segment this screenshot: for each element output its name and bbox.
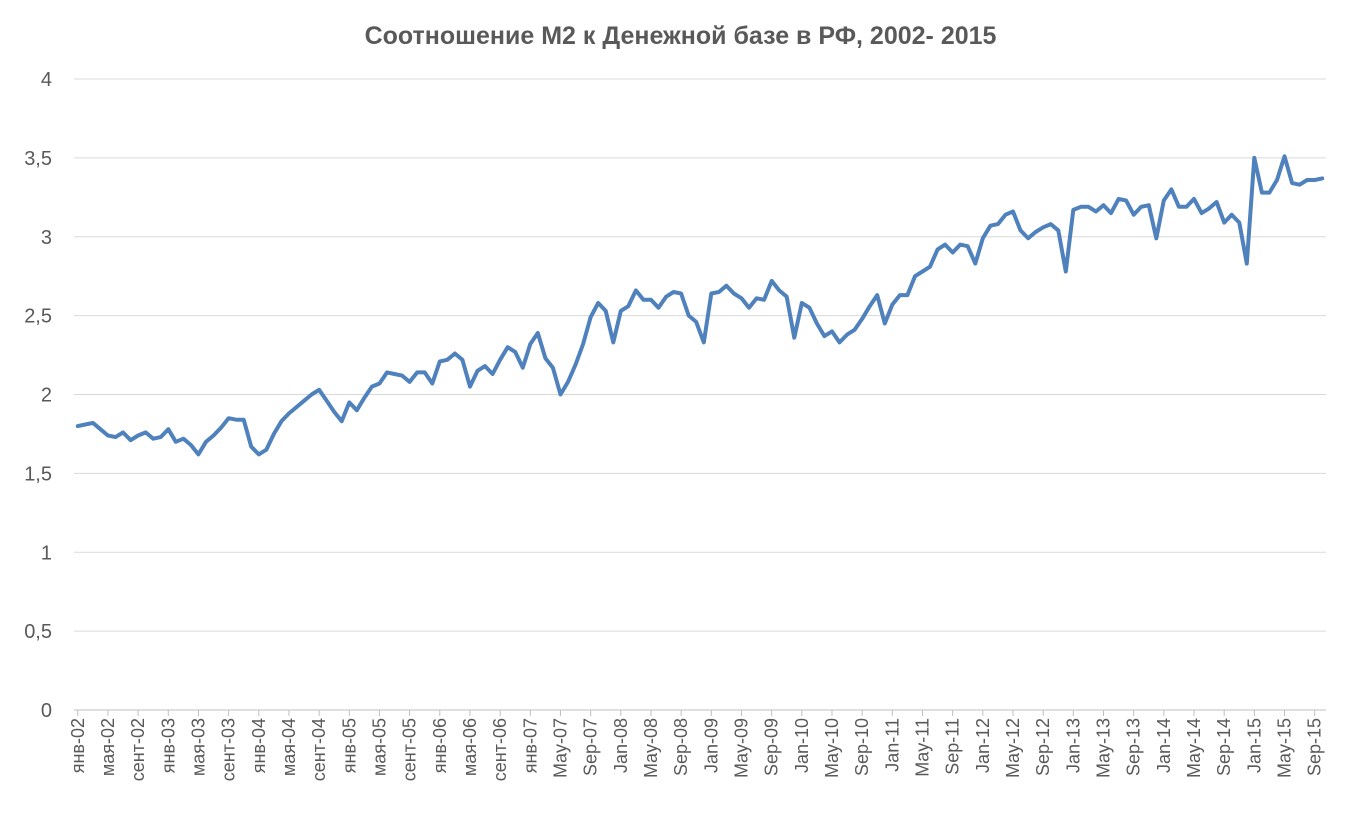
x-tick-label: Sep-07 xyxy=(581,718,601,776)
x-tick-label: Jan-08 xyxy=(611,718,631,773)
x-tick-label: May-07 xyxy=(550,718,570,778)
x-tick-label: мая-06 xyxy=(460,718,480,776)
x-tick-label: мая-05 xyxy=(369,718,389,776)
x-tick-label: Sep-10 xyxy=(852,718,872,776)
x-tick-label: мая-04 xyxy=(279,718,299,776)
x-tick-label: Sep-08 xyxy=(671,718,691,776)
x-tick-label: янв-04 xyxy=(249,718,269,773)
x-tick-label: Sep-14 xyxy=(1214,718,1234,776)
x-tick-label: янв-02 xyxy=(68,718,88,773)
x-tick-label: May-15 xyxy=(1275,718,1295,778)
y-tick-label: 2,5 xyxy=(24,306,52,328)
x-tick-label: May-10 xyxy=(822,718,842,778)
x-tick-label: May-13 xyxy=(1094,718,1114,778)
x-tick-label: Sep-12 xyxy=(1033,718,1053,776)
x-tick-label: Jan-13 xyxy=(1063,718,1083,773)
x-tick-label: May-09 xyxy=(731,718,751,778)
series-line xyxy=(75,154,1325,457)
x-tick-label: мая-03 xyxy=(188,718,208,776)
x-tick-label: сент-05 xyxy=(400,718,420,781)
x-tick-label: May-08 xyxy=(641,718,661,778)
x-tick-label: янв-06 xyxy=(430,718,450,773)
y-tick-label: 3,5 xyxy=(24,148,52,170)
y-tick-label: 1 xyxy=(41,542,52,564)
y-tick-label: 3 xyxy=(41,227,52,249)
x-tick-label: янв-03 xyxy=(158,718,178,773)
x-tick-label: Jan-12 xyxy=(973,718,993,773)
x-tick-label: сент-06 xyxy=(490,718,510,781)
x-tick-label: сент-03 xyxy=(219,718,239,781)
x-tick-label: Sep-13 xyxy=(1124,718,1144,776)
x-tick-label: Sep-11 xyxy=(943,718,963,775)
x-tick-label: янв-05 xyxy=(339,718,359,773)
x-tick-label: Jan-14 xyxy=(1154,718,1174,773)
x-tick-label: мая-02 xyxy=(98,718,118,776)
x-tick-label: May-14 xyxy=(1184,718,1204,778)
y-tick-label: 1,5 xyxy=(24,463,52,485)
x-tick-label: янв-07 xyxy=(520,718,540,773)
x-tick-label: Sep-15 xyxy=(1305,718,1325,776)
x-tick-label: Jan-10 xyxy=(792,718,812,773)
y-tick-label: 2 xyxy=(41,385,52,407)
y-tick-label: 0,5 xyxy=(24,621,52,643)
x-tick-label: сент-04 xyxy=(309,718,329,781)
x-tick-label: сент-02 xyxy=(128,718,148,781)
x-tick-label: Sep-09 xyxy=(762,718,782,776)
x-tick-label: May-11 xyxy=(912,718,932,777)
x-tick-label: May-12 xyxy=(1003,718,1023,778)
y-tick-label: 4 xyxy=(41,69,52,91)
x-tick-label: Jan-15 xyxy=(1244,718,1264,773)
x-tick-label: Jan-09 xyxy=(701,718,721,773)
x-tick-label: Jan-11 xyxy=(882,718,902,772)
y-tick-label: 0 xyxy=(41,700,52,722)
chart-title: Соотношение М2 к Денежной базе в РФ, 200… xyxy=(364,22,997,50)
